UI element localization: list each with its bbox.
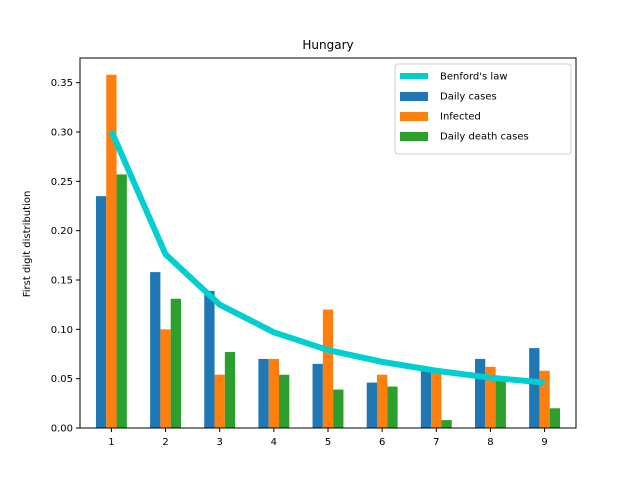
legend-swatch-daily-death-cases xyxy=(400,132,428,141)
bar-infected-4 xyxy=(268,358,279,428)
x-tick-label: 4 xyxy=(271,437,277,448)
x-tick-label: 8 xyxy=(487,437,493,448)
bar-infected-7 xyxy=(431,368,442,428)
y-tick-label: 0.35 xyxy=(51,78,73,89)
chart-title: Hungary xyxy=(302,38,353,52)
x-tick-label: 3 xyxy=(217,437,223,448)
bar-infected-3 xyxy=(214,374,225,428)
bar-daily-cases-1 xyxy=(95,196,107,428)
bars-group xyxy=(95,74,561,429)
y-tick-label: 0.00 xyxy=(51,424,73,435)
legend-label-infected: Infected xyxy=(440,112,481,123)
bar-daily-cases-3 xyxy=(204,290,215,428)
bar-daily-death-cases-6 xyxy=(387,386,398,428)
x-tick-label: 7 xyxy=(433,437,439,448)
bar-daily-death-cases-9 xyxy=(549,408,561,428)
x-tick-label: 6 xyxy=(379,437,385,448)
y-axis-label: First digit distribution xyxy=(22,191,33,298)
bar-infected-6 xyxy=(377,374,388,428)
legend: Benford's law Daily cases Infected Daily de… xyxy=(394,63,572,155)
y-tick-label: 0.15 xyxy=(51,276,73,287)
legend-label-benford: Benford's law xyxy=(440,72,508,83)
y-tick-label: 0.25 xyxy=(51,177,73,188)
benford-line xyxy=(108,129,545,386)
bar-daily-death-cases-2 xyxy=(170,298,181,428)
bar-daily-death-cases-1 xyxy=(116,174,127,428)
bar-daily-death-cases-4 xyxy=(279,374,290,428)
y-tick-label: 0.20 xyxy=(51,226,73,237)
bar-daily-cases-9 xyxy=(529,348,540,428)
bar-infected-5 xyxy=(322,309,334,428)
x-tick-label: 1 xyxy=(108,437,114,448)
bar-daily-cases-7 xyxy=(420,368,432,428)
y-tick-label: 0.10 xyxy=(51,325,73,336)
bar-daily-cases-2 xyxy=(150,272,161,428)
legend-swatch-daily-cases xyxy=(400,92,428,101)
x-tick-label: 2 xyxy=(162,437,168,448)
bar-daily-death-cases-3 xyxy=(224,352,236,428)
benford-line-group xyxy=(108,129,545,386)
bar-daily-cases-8 xyxy=(475,358,486,428)
bar-infected-2 xyxy=(160,329,171,428)
bar-daily-death-cases-8 xyxy=(495,378,506,428)
bar-daily-cases-4 xyxy=(258,358,269,428)
x-ticks: 1 2 3 4 5 6 7 8 9 xyxy=(108,428,548,448)
legend-label-daily-death-cases: Daily death cases xyxy=(440,132,529,143)
bar-infected-9 xyxy=(539,370,550,428)
y-tick-label: 0.05 xyxy=(51,374,73,385)
legend-swatch-infected xyxy=(400,112,428,121)
x-tick-label: 5 xyxy=(325,437,331,448)
bar-daily-cases-6 xyxy=(366,382,377,428)
bar-infected-1 xyxy=(106,74,117,429)
legend-box xyxy=(394,63,572,155)
x-tick-label: 9 xyxy=(541,437,547,448)
bar-infected-8 xyxy=(485,366,496,428)
bar-daily-cases-5 xyxy=(312,363,323,428)
bar-daily-death-cases-5 xyxy=(333,389,344,428)
legend-label-daily-cases: Daily cases xyxy=(440,92,497,103)
y-ticks: 0.00 0.05 0.10 0.15 0.20 0.25 0.30 0.35 xyxy=(51,78,80,435)
bar-daily-death-cases-7 xyxy=(441,420,452,428)
y-tick-label: 0.30 xyxy=(51,128,73,139)
